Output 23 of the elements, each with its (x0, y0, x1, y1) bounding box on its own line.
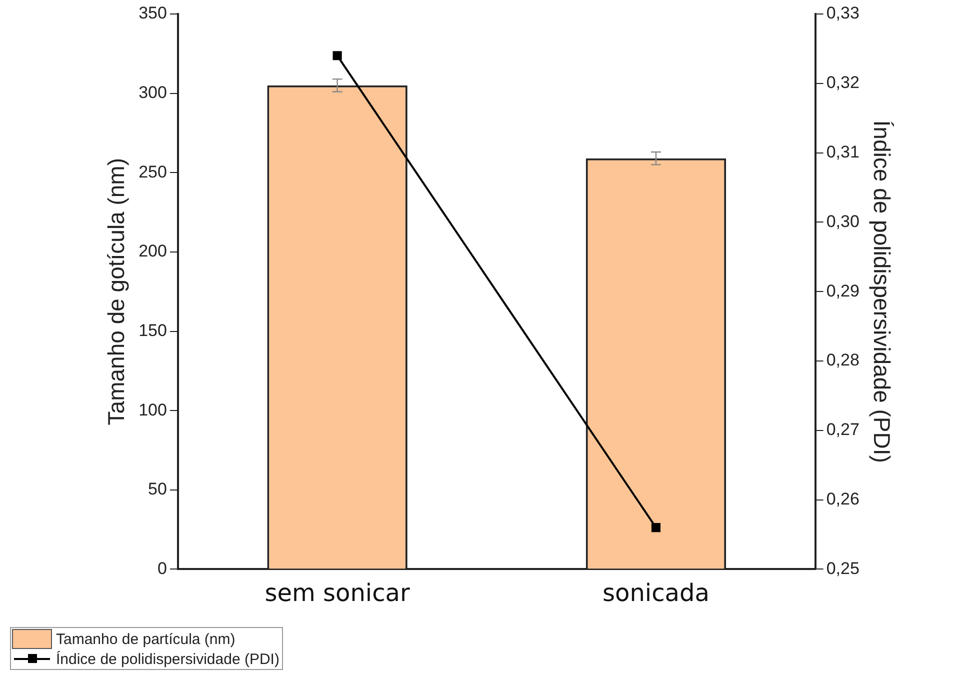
y-axis-title: Tamanho de gotícula (nm) (103, 158, 130, 426)
y-tick-label: 350 (138, 4, 167, 23)
y2-tick-label: 0,31 (826, 142, 860, 162)
y2-tick-label: 0,28 (826, 350, 860, 370)
y-tick-label: 0 (157, 558, 167, 578)
y-tick-label: 250 (138, 162, 167, 182)
legend-label: Tamanho de partícula (nm) (56, 630, 236, 648)
y-tick-label: 50 (148, 480, 167, 499)
x-tick-label: sem sonicar (264, 578, 410, 607)
y2-tick-label: 0,29 (826, 281, 860, 300)
y2-tick-label: 0,25 (826, 558, 860, 578)
y2-tick-label: 0,30 (826, 212, 860, 231)
y-tick-label: 150 (138, 320, 167, 340)
y2-axis-title: Índice de polidispersividade (PDI) (868, 120, 895, 463)
y-tick-label: 100 (138, 400, 167, 420)
x-tick-label: sonicada (602, 578, 710, 607)
y-tick-label: 300 (138, 83, 167, 102)
y2-tick-label: 0,32 (826, 73, 860, 92)
y-tick-label: 200 (138, 242, 167, 261)
y2-tick-label: 0,33 (826, 4, 860, 23)
y2-tick-label: 0,27 (826, 420, 860, 440)
legend-label: Índice de polidispersividade (PDI) (56, 650, 280, 668)
y2-tick-label: 0,26 (826, 489, 860, 508)
